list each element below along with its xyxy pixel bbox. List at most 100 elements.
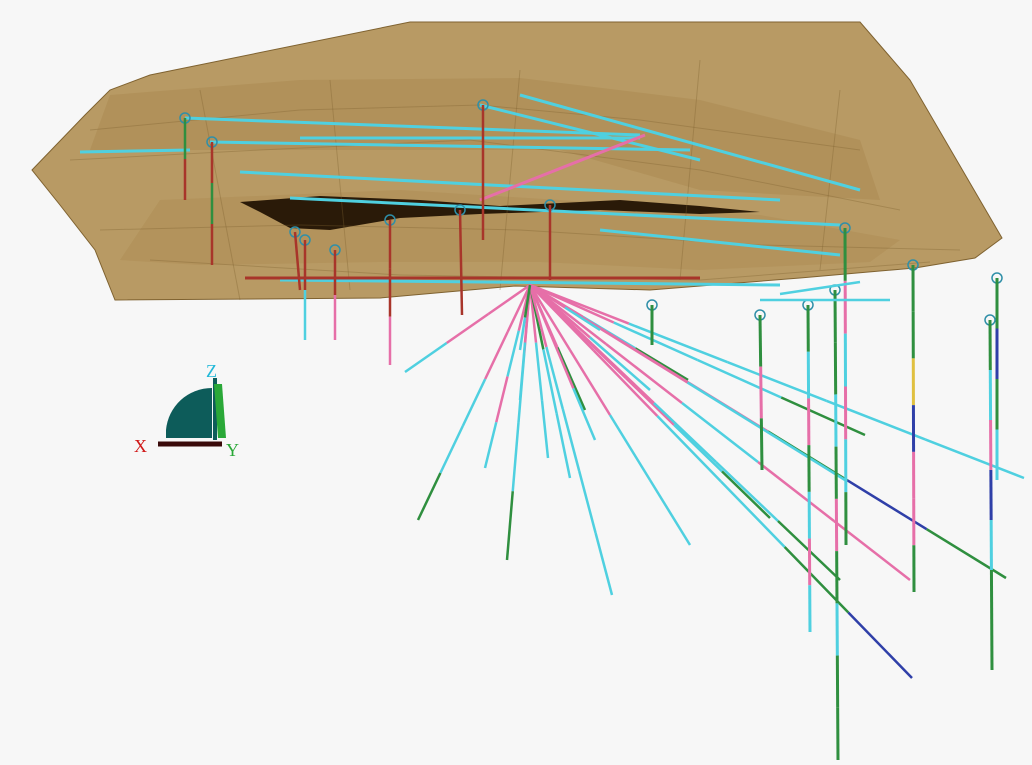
collar-stub [779,280,861,296]
inclined-drillhole [523,284,532,318]
vertical-drillhole [459,262,464,316]
inclined-drillhole [550,336,575,389]
inclined-drillhole [591,343,655,404]
inclined-drillhole [495,376,509,423]
inclined-drillhole [613,321,699,362]
vertical-drillhole [759,366,763,419]
facet-line [699,261,931,281]
inclined-drillhole [404,341,448,374]
inclined-drillhole [555,413,572,479]
inclined-drillhole [594,532,614,596]
inclined-drillhole [564,306,601,332]
inclined-drillhole [605,343,683,404]
facet-line [819,89,841,271]
inclined-drillhole [529,284,595,352]
inclined-drillhole [715,461,779,522]
inclined-drillhole [439,425,464,474]
horizontal-drillhole [79,148,191,154]
inclined-drillhole [484,331,509,380]
horizontal-drillhole [184,116,641,137]
inclined-drillhole [757,461,835,522]
facet-line [89,109,301,131]
facet-line [499,69,521,291]
axis-label-y: Y [226,440,239,460]
inclined-drillhole [608,332,689,384]
inclined-drillhole [528,284,553,338]
inclined-drillhole [577,470,597,534]
inclined-drillhole [681,402,759,463]
inclined-drillhole [561,408,581,472]
facet-line [679,59,701,281]
inclined-drillhole [686,381,767,433]
inclined-drillhole [696,358,782,399]
facet-line [69,149,261,161]
inclined-drillhole [608,414,652,481]
inclined-drillhole [416,472,442,521]
horizontal-drillhole [479,133,646,202]
inclined-drillhole [765,430,846,482]
inclined-drillhole [529,284,607,345]
inclined-drillhole [511,422,520,492]
inclined-drillhole [505,491,514,561]
inclined-drillhole [656,415,722,483]
inclined-drillhole [540,400,550,459]
inclined-drillhole [572,387,597,441]
inclined-drillhole [926,528,1007,580]
inclined-drillhole [445,312,490,345]
terrain-surface [31,21,1003,301]
surface-mesh [31,21,1003,301]
inclined-drillhole [518,317,527,351]
inclined-drillhole [534,342,544,401]
inclined-drillhole [529,283,630,325]
facet-line [199,89,241,301]
horizontal-drillhole [279,278,781,287]
inclined-drillhole [487,283,531,316]
vertical-drillhole [759,418,764,471]
inclined-drillhole [634,347,689,382]
vertical-drillhole [293,231,302,291]
facet-line [299,104,481,111]
inclined-drillhole [506,330,520,377]
axis-triad: X Z Y [134,361,239,460]
axis-quarter-disc [166,387,212,438]
vertical-drillhole [458,209,463,263]
inclined-drillhole [825,399,926,441]
inclined-drillhole [847,611,913,679]
inclined-drillhole [592,349,659,417]
inclined-drillhole [545,346,565,410]
inclined-drillhole [529,283,566,309]
horizontal-drillhole [519,93,861,192]
inclined-drillhole [542,349,558,414]
y-axis-marker [214,384,226,438]
drillhole-set [79,93,1025,761]
facet-line [479,104,641,121]
inclined-drillhole [506,284,532,333]
facet-line [639,119,861,151]
inclined-drillhole [673,423,723,473]
horizontal-drillhole [479,103,701,162]
facet-line [149,259,401,276]
inclined-drillhole [461,378,487,427]
inclined-drillhole [720,480,786,548]
inclined-drillhole [556,346,587,411]
horizontal-drillhole [289,196,841,227]
cavity-opening [240,196,760,230]
horizontal-drillhole [599,228,841,257]
facet-line [699,169,901,211]
inclined-drillhole [648,479,692,546]
inclined-drillhole [589,336,651,391]
horizontal-drillhole [239,170,781,202]
inclined-drillhole [568,349,612,416]
inclined-drillhole [483,421,498,469]
axis-label-x: X [134,436,147,456]
inclined-drillhole [653,402,717,463]
vertical-drillhole [758,314,763,367]
facet-line [759,244,961,251]
inclined-drillhole [924,438,1025,480]
axis-label-z: Z [206,361,217,381]
inclined-drillhole [628,322,729,364]
inclined-drillhole [780,396,866,437]
inclined-drillhole [721,470,771,519]
inclined-drillhole [528,284,548,348]
